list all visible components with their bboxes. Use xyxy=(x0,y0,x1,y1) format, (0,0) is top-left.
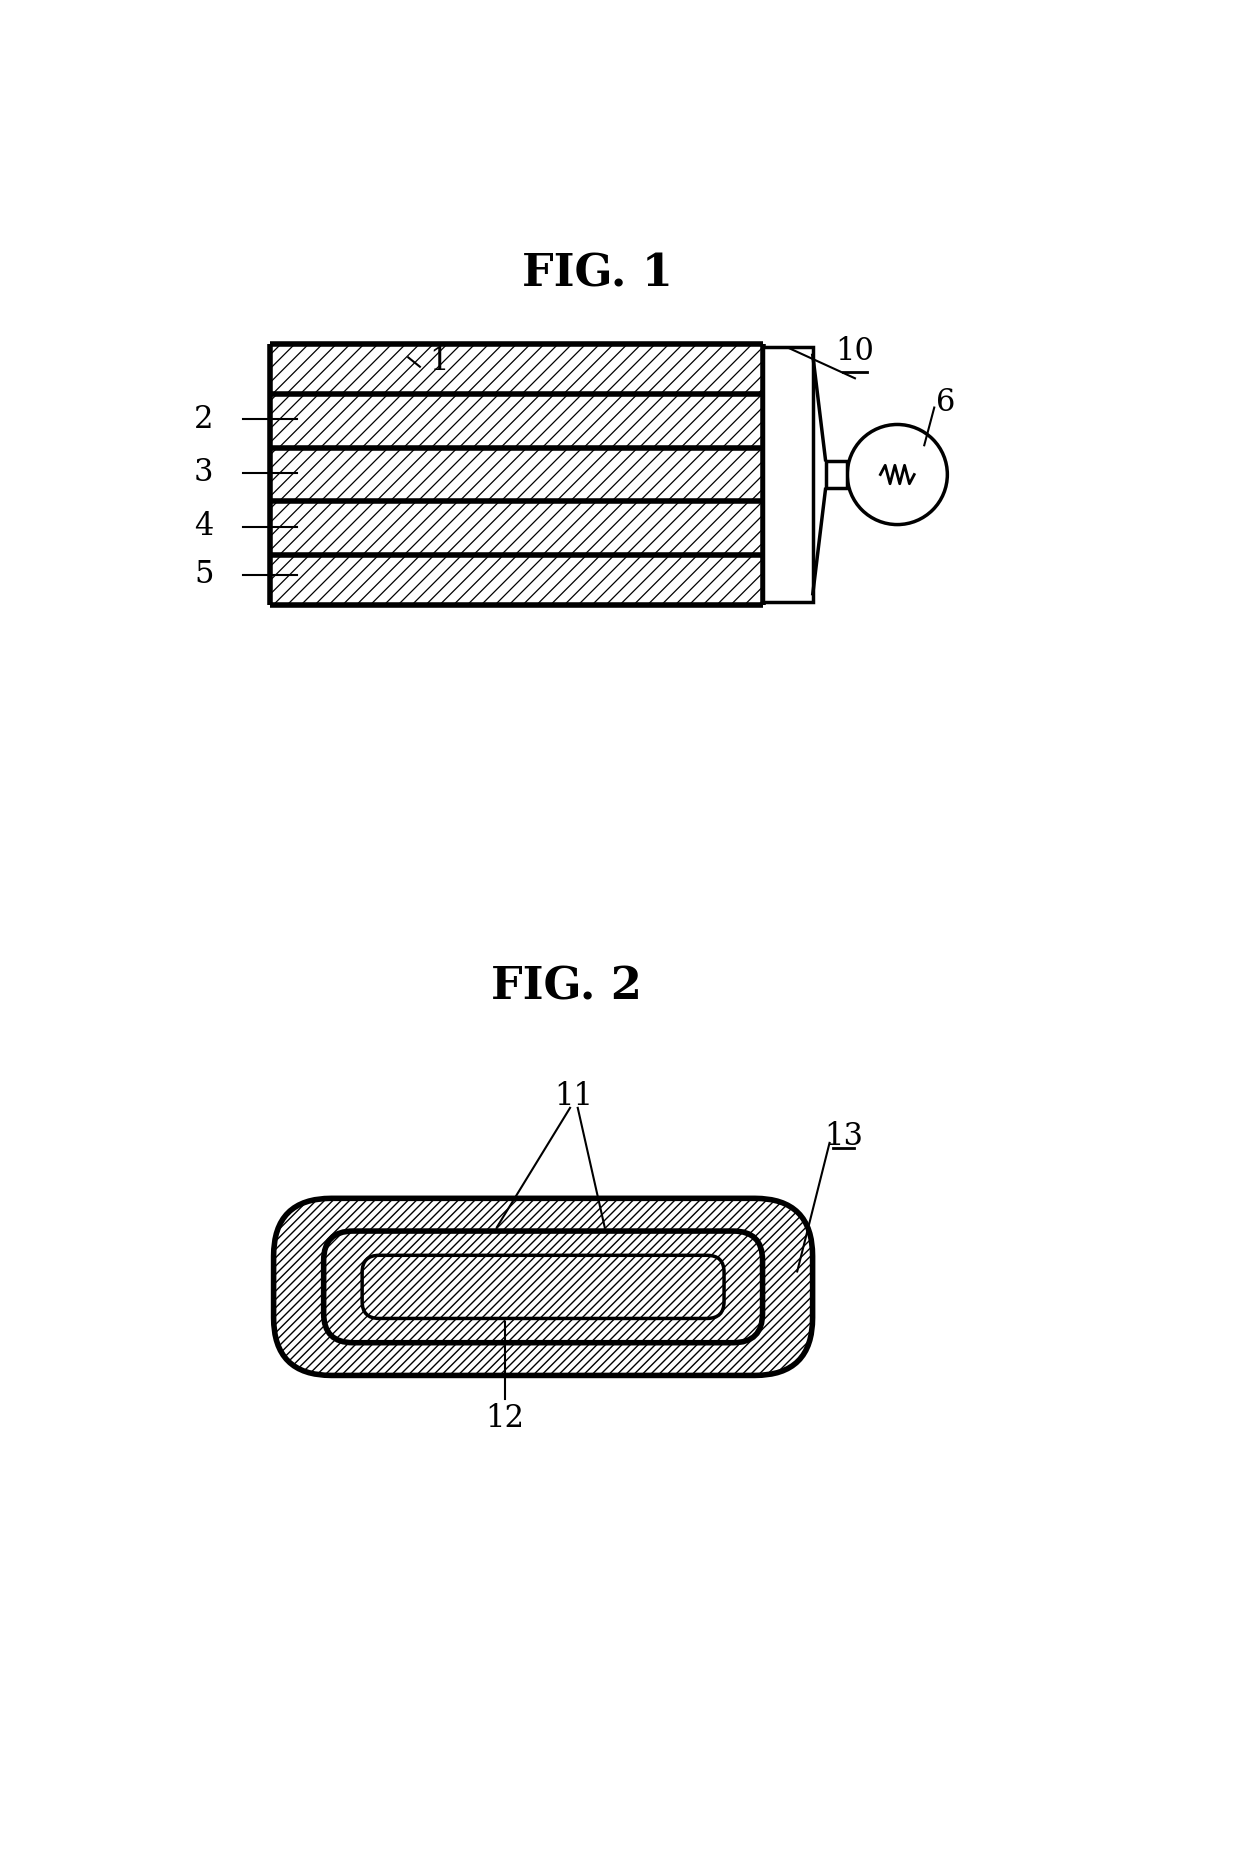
Bar xyxy=(270,394,763,447)
Circle shape xyxy=(847,424,947,525)
Text: 10: 10 xyxy=(836,336,874,366)
Text: 5: 5 xyxy=(193,559,213,591)
Text: 6: 6 xyxy=(936,387,955,419)
Text: 1: 1 xyxy=(429,346,449,378)
Text: 3: 3 xyxy=(193,458,213,488)
Bar xyxy=(763,348,812,602)
Text: 4: 4 xyxy=(195,512,213,542)
Text: 11: 11 xyxy=(554,1080,594,1112)
FancyBboxPatch shape xyxy=(274,1198,812,1376)
Text: 2: 2 xyxy=(193,404,213,435)
Text: FIG. 1: FIG. 1 xyxy=(522,252,672,295)
Bar xyxy=(270,344,763,394)
Bar xyxy=(270,555,763,606)
Text: 13: 13 xyxy=(823,1121,863,1151)
Bar xyxy=(270,501,763,555)
FancyBboxPatch shape xyxy=(362,1256,724,1318)
Text: FIG. 2: FIG. 2 xyxy=(491,964,641,1007)
FancyBboxPatch shape xyxy=(324,1232,763,1342)
Text: 12: 12 xyxy=(485,1404,525,1434)
Bar xyxy=(826,462,847,488)
Bar xyxy=(270,447,763,501)
